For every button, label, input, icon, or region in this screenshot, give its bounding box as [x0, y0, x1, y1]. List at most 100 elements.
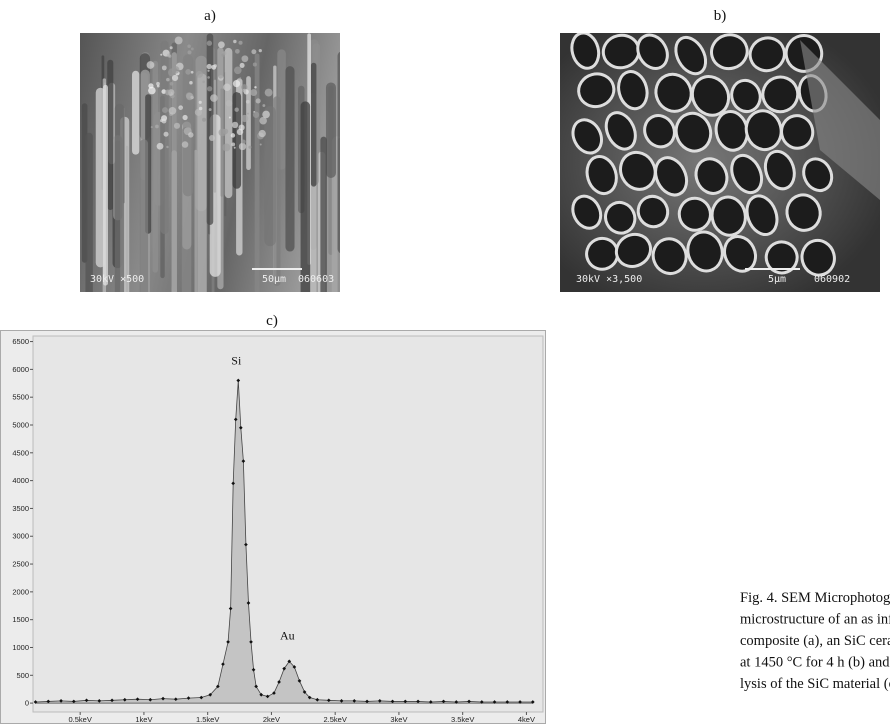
- spectrum-area: [35, 380, 534, 704]
- texture: [198, 106, 203, 111]
- data-point: [231, 481, 236, 486]
- peak-label: Si: [231, 353, 242, 367]
- texture: [337, 51, 340, 253]
- x-tick-label: 2keV: [263, 715, 280, 724]
- texture: [198, 100, 202, 104]
- texture: [182, 54, 194, 197]
- texture: [258, 129, 266, 138]
- texture: [173, 122, 181, 129]
- texture: [213, 64, 217, 68]
- cell: [748, 36, 786, 73]
- texture: [255, 98, 261, 104]
- texture: [220, 88, 224, 197]
- data-point: [236, 378, 241, 383]
- texture: [237, 89, 241, 93]
- texture: [189, 80, 193, 85]
- cell: [617, 70, 649, 111]
- cell: [674, 111, 713, 153]
- texture: [161, 65, 167, 71]
- x-tick-label: 2.5keV: [323, 715, 346, 724]
- y-tick-label: 1000: [12, 643, 29, 652]
- texture: [160, 53, 163, 56]
- cell: [690, 75, 731, 117]
- texture: [190, 47, 194, 51]
- y-tick-label: 3500: [12, 504, 29, 513]
- texture: [194, 149, 198, 292]
- texture: [156, 81, 160, 86]
- cell: [654, 156, 689, 197]
- cell: [744, 109, 783, 152]
- texture: [241, 139, 246, 144]
- data-point: [221, 662, 225, 667]
- cell: [710, 195, 747, 237]
- sem-bar-text: 5µm: [768, 274, 786, 285]
- texture: [222, 143, 231, 152]
- cell: [730, 153, 764, 195]
- texture: [285, 66, 295, 252]
- texture: [250, 89, 258, 97]
- texture: [273, 96, 281, 287]
- texture: [206, 63, 212, 70]
- texture: [202, 117, 207, 122]
- scale-bar: [252, 268, 302, 270]
- data-point: [302, 690, 307, 694]
- texture: [231, 142, 236, 147]
- data-point: [241, 459, 246, 463]
- y-tick-label: 2500: [12, 560, 29, 569]
- texture: [238, 142, 247, 151]
- texture: [107, 59, 114, 210]
- cell: [654, 72, 693, 113]
- texture: [245, 99, 250, 104]
- texture: [85, 132, 93, 292]
- texture: [171, 66, 180, 74]
- texture: [207, 76, 210, 79]
- texture: [252, 111, 260, 118]
- texture: [169, 81, 174, 86]
- panel-label: b): [714, 8, 727, 24]
- texture: [258, 48, 262, 53]
- cell: [636, 33, 669, 70]
- sem-kv: 30kV ×3,500: [576, 274, 642, 285]
- cell: [761, 75, 800, 114]
- texture: [208, 108, 212, 112]
- cell: [674, 35, 708, 76]
- y-tick-label: 5500: [12, 393, 29, 402]
- texture: [241, 84, 248, 91]
- cell: [677, 196, 712, 232]
- texture: [241, 114, 249, 123]
- x-tick-label: 3keV: [390, 715, 407, 724]
- data-point: [518, 700, 522, 704]
- texture: [234, 107, 239, 112]
- sem-id: 060902: [814, 274, 850, 285]
- cell: [585, 155, 618, 196]
- texture: [163, 131, 169, 137]
- texture: [232, 91, 242, 189]
- sem-image-a: [80, 33, 340, 292]
- texture: [148, 86, 156, 95]
- texture: [179, 106, 183, 110]
- texture: [259, 116, 267, 125]
- texture: [239, 77, 242, 80]
- caption: Fig. 4. SEM Microphotographs microstructu…: [740, 590, 890, 692]
- scale-bar: [745, 268, 800, 270]
- texture: [223, 83, 231, 92]
- cell: [604, 111, 637, 151]
- cell: [651, 237, 688, 276]
- texture: [242, 88, 247, 93]
- data-point: [530, 700, 535, 704]
- texture: [202, 80, 205, 84]
- cell: [604, 200, 637, 235]
- data-point: [277, 680, 281, 684]
- texture: [233, 146, 236, 149]
- cell: [802, 157, 834, 193]
- texture: [234, 66, 242, 75]
- texture: [132, 70, 140, 155]
- texture: [114, 103, 125, 292]
- texture: [232, 80, 241, 88]
- data-point: [272, 691, 276, 695]
- texture: [197, 73, 207, 292]
- sem-bar-text: 50µm: [262, 274, 286, 285]
- data-point: [315, 697, 320, 702]
- cell: [636, 194, 670, 229]
